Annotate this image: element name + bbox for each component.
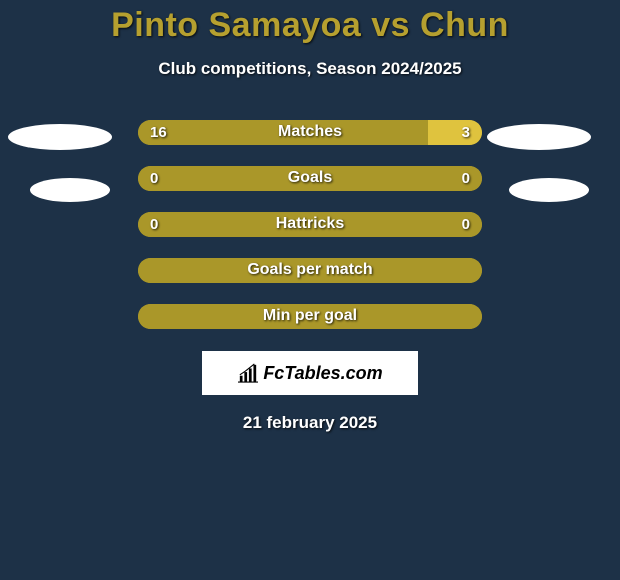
stat-value-right: 0 bbox=[462, 170, 470, 187]
stat-row: Hattricks0 0 bbox=[0, 201, 620, 247]
logo-text: FcTables.com bbox=[263, 363, 382, 384]
stat-row: Min per goal bbox=[0, 293, 620, 339]
page-title: Pinto Samayoa vs Chun bbox=[0, 6, 620, 45]
date-label: 21 february 2025 bbox=[0, 413, 620, 433]
stat-value-right: 0 bbox=[462, 216, 470, 233]
stat-label: Min per goal bbox=[138, 307, 482, 325]
stat-value-left: 16 bbox=[150, 124, 167, 141]
stat-bar: Goals per match bbox=[138, 258, 482, 283]
decorative-ellipse bbox=[30, 178, 110, 202]
logo-box: FcTables.com bbox=[202, 351, 418, 395]
stat-bar: Min per goal bbox=[138, 304, 482, 329]
content: Pinto Samayoa vs Chun Club competitions,… bbox=[0, 0, 620, 433]
stat-value-left: 0 bbox=[150, 216, 158, 233]
stat-label: Goals bbox=[138, 169, 482, 187]
decorative-ellipse bbox=[487, 124, 591, 150]
stat-value-left: 0 bbox=[150, 170, 158, 187]
decorative-ellipse bbox=[509, 178, 589, 202]
stat-row: Goals per match bbox=[0, 247, 620, 293]
stat-value-right: 3 bbox=[462, 124, 470, 141]
stat-bar: Goals0 0 bbox=[138, 166, 482, 191]
stat-label: Goals per match bbox=[138, 261, 482, 279]
stat-label: Matches bbox=[138, 123, 482, 141]
stat-bar: Matches16 3 bbox=[138, 120, 482, 145]
subtitle: Club competitions, Season 2024/2025 bbox=[0, 59, 620, 79]
stat-bar: Hattricks0 0 bbox=[138, 212, 482, 237]
bar-chart-icon bbox=[237, 363, 259, 383]
decorative-ellipse bbox=[8, 124, 112, 150]
stat-label: Hattricks bbox=[138, 215, 482, 233]
